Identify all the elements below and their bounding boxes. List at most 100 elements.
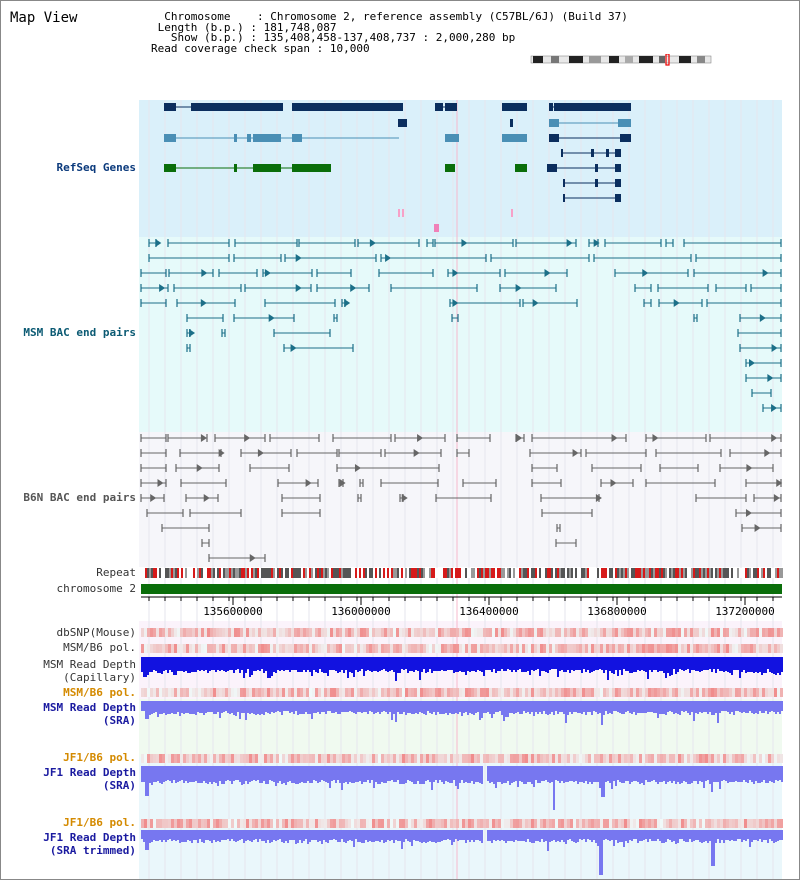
msm-sra-depth-bar[interactable] [319,701,321,714]
jf1-sra-depth-bar[interactable] [475,766,477,782]
jf1-trimmed-depth-bar[interactable] [177,830,179,840]
jf1-pol-trimmed-heatmap-cell[interactable] [624,819,627,828]
msm-sra-depth-bar[interactable] [453,701,455,714]
msm-sra-depth-bar[interactable] [359,701,361,712]
msm-capillary-depth-bar[interactable] [185,657,187,671]
b6n-bac-pair-arrow[interactable] [652,434,659,442]
repeat-segment[interactable] [765,568,767,578]
msm-sra-depth-bar[interactable] [629,701,631,713]
msm-capillary-depth-bar[interactable] [147,657,149,675]
jf1-trimmed-depth-bar[interactable] [339,830,341,842]
dbsnp-heatmap-cell[interactable] [696,628,699,637]
dbsnp-heatmap-cell[interactable] [351,628,354,637]
msm-sra-depth-bar[interactable] [317,701,319,712]
repeat-segment[interactable] [729,568,731,578]
msm-sra-depth-bar[interactable] [599,701,601,713]
jf1-sra-depth-bar[interactable] [151,766,153,785]
jf1-sra-depth-bar[interactable] [515,766,517,781]
jf1-pol-heatmap-cell[interactable] [744,754,747,763]
dbsnp-heatmap-cell[interactable] [561,628,564,637]
jf1-sra-depth-bar[interactable] [415,766,417,784]
jf1-pol-heatmap-cell[interactable] [537,754,540,763]
b6n-bac-pair-arrow[interactable] [200,434,207,442]
jf1-pol-heatmap-cell[interactable] [246,754,249,763]
dbsnp-heatmap-cell[interactable] [594,628,597,637]
msm-capillary-depth-bar[interactable] [151,657,153,672]
msm-pol-heatmap-cell[interactable] [588,644,591,653]
jf1-pol-trimmed-heatmap-cell[interactable] [507,819,510,828]
jf1-trimmed-depth-bar[interactable] [669,830,671,840]
jf1-trimmed-depth-bar[interactable] [577,830,579,842]
jf1-pol-heatmap-cell[interactable] [459,754,462,763]
jf1-trimmed-depth-bar[interactable] [503,830,505,841]
msm-pol-sra-heatmap-cell[interactable] [471,688,474,697]
msm-capillary-depth-bar[interactable] [715,657,717,673]
msm-pol-heatmap-cell[interactable] [660,644,663,653]
repeat-segment[interactable] [411,568,413,578]
b6n-bac-pair-arrow[interactable] [150,494,157,502]
jf1-sra-depth-bar[interactable] [529,766,531,782]
jf1-sra-depth-bar[interactable] [509,766,511,785]
msm-capillary-depth-bar[interactable] [633,657,635,672]
jf1-trimmed-depth-bar[interactable] [359,830,361,842]
msm-bac-pair-arrow[interactable] [159,284,166,292]
msm-sra-depth-bar[interactable] [401,701,403,714]
jf1-trimmed-depth-bar[interactable] [509,830,511,841]
msm-pol-sra-heatmap-cell[interactable] [228,688,231,697]
jf1-sra-depth-bar[interactable] [723,766,725,780]
msm-capillary-depth-bar[interactable] [641,657,643,670]
jf1-pol-trimmed-heatmap-cell[interactable] [549,819,552,828]
jf1-pol-heatmap-cell[interactable] [273,754,276,763]
msm-bac-pair-arrow[interactable] [642,269,649,277]
jf1-trimmed-depth-bar[interactable] [677,830,679,843]
jf1-pol-heatmap-cell[interactable] [444,754,447,763]
jf1-trimmed-depth-bar[interactable] [699,830,701,842]
msm-sra-depth-bar[interactable] [471,701,473,714]
msm-sra-depth-bar[interactable] [515,701,517,713]
jf1-pol-heatmap-cell[interactable] [183,754,186,763]
jf1-pol-heatmap-cell[interactable] [720,754,723,763]
jf1-sra-depth-bar[interactable] [347,766,349,784]
jf1-pol-trimmed-heatmap-cell[interactable] [564,819,567,828]
jf1-pol-heatmap-cell[interactable] [255,754,258,763]
jf1-trimmed-depth-bar[interactable] [701,830,703,843]
msm-pol-sra-heatmap-cell[interactable] [345,688,348,697]
msm-capillary-depth-bar[interactable] [167,657,169,673]
msm-capillary-depth-bar[interactable] [205,657,207,670]
msm-pol-heatmap-cell[interactable] [207,644,210,653]
msm-capillary-depth-bar[interactable] [239,657,241,673]
refseq-marker[interactable] [434,224,439,232]
msm-pol-heatmap-cell[interactable] [711,644,714,653]
jf1-pol-heatmap-cell[interactable] [552,754,555,763]
dbsnp-heatmap-cell[interactable] [420,628,423,637]
msm-pol-sra-heatmap-cell[interactable] [327,688,330,697]
repeat-segment[interactable] [463,568,465,578]
repeat-segment[interactable] [195,568,197,578]
msm-capillary-depth-bar[interactable] [449,657,451,670]
repeat-segment[interactable] [435,568,437,578]
jf1-sra-depth-bar[interactable] [207,766,209,784]
msm-pol-heatmap-cell[interactable] [714,644,717,653]
msm-capillary-depth-bar[interactable] [363,657,365,676]
msm-capillary-depth-bar[interactable] [689,657,691,673]
msm-capillary-depth-bar[interactable] [545,657,547,672]
jf1-pol-trimmed-heatmap-cell[interactable] [672,819,675,828]
msm-capillary-depth-bar[interactable] [329,657,331,670]
jf1-sra-depth-bar[interactable] [583,766,585,783]
jf1-pol-trimmed-heatmap-cell[interactable] [309,819,312,828]
dbsnp-heatmap-cell[interactable] [417,628,420,637]
msm-capillary-depth-bar[interactable] [215,657,217,672]
jf1-pol-heatmap-cell[interactable] [267,754,270,763]
msm-sra-depth-bar[interactable] [271,701,273,712]
repeat-segment[interactable] [639,568,641,578]
jf1-pol-trimmed-heatmap-cell[interactable] [747,819,750,828]
repeat-segment[interactable] [203,568,205,578]
jf1-sra-depth-bar[interactable] [661,766,663,782]
repeat-segment[interactable] [265,568,267,578]
msm-capillary-depth-bar[interactable] [257,657,259,670]
msm-sra-depth-bar[interactable] [207,701,209,712]
jf1-pol-heatmap-cell[interactable] [480,754,483,763]
repeat-segment[interactable] [675,568,677,578]
msm-capillary-depth-bar[interactable] [343,657,345,673]
msm-pol-heatmap-cell[interactable] [618,644,621,653]
